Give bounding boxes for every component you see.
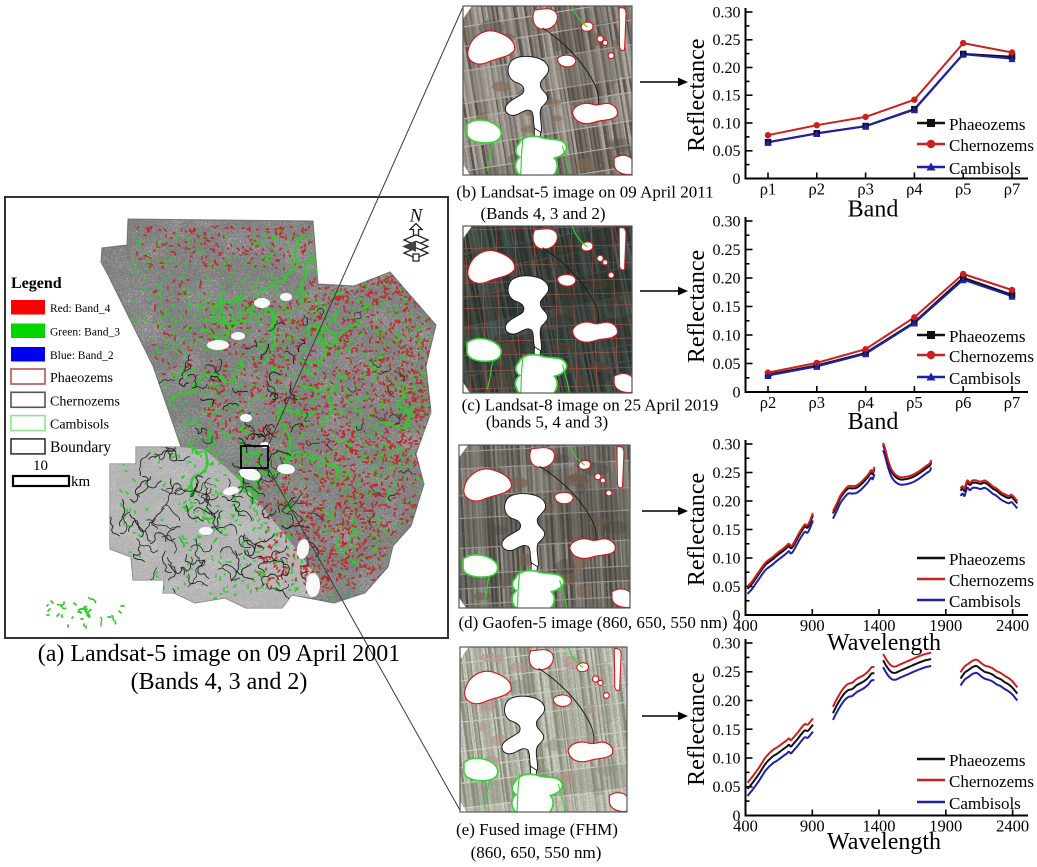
svg-text:Red: Band_4: Red: Band_4 <box>50 303 111 315</box>
svg-text:(860, 650, 550 nm): (860, 650, 550 nm) <box>471 843 602 862</box>
svg-text:0.20: 0.20 <box>713 494 741 511</box>
svg-text:(Bands 4, 3 and 2): (Bands 4, 3 and 2) <box>480 204 605 223</box>
svg-text:(Bands 4, 3 and 2): (Bands 4, 3 and 2) <box>131 669 308 695</box>
svg-text:Green: Band_3: Green: Band_3 <box>50 327 120 339</box>
svg-text:Chernozems: Chernozems <box>949 136 1034 155</box>
svg-text:ρ7: ρ7 <box>1004 393 1020 412</box>
svg-text:Chernozems: Chernozems <box>50 394 120 409</box>
svg-text:900: 900 <box>800 616 825 635</box>
svg-text:0.10: 0.10 <box>713 551 741 568</box>
svg-text:ρ2: ρ2 <box>809 180 825 199</box>
svg-text:1400: 1400 <box>863 817 896 836</box>
svg-text:400: 400 <box>733 616 758 635</box>
svg-text:Legend: Legend <box>11 275 62 292</box>
svg-text:(b) Landsat-5 image on 09 Apri: (b) Landsat-5 image on 09 April 2011 <box>456 183 713 202</box>
svg-text:Phaeozems: Phaeozems <box>949 550 1025 569</box>
svg-text:0.15: 0.15 <box>713 299 741 316</box>
svg-text:2400: 2400 <box>996 616 1029 635</box>
svg-text:1400: 1400 <box>863 616 896 635</box>
svg-text:Phaeozems: Phaeozems <box>949 751 1025 770</box>
svg-text:0.20: 0.20 <box>713 693 741 710</box>
svg-text:0.10: 0.10 <box>713 751 741 768</box>
svg-text:ρ3: ρ3 <box>809 393 825 412</box>
svg-text:Cambisols: Cambisols <box>949 159 1021 178</box>
svg-text:ρ2: ρ2 <box>760 393 776 412</box>
svg-text:Cambisols: Cambisols <box>949 794 1021 813</box>
svg-text:Phaeozems: Phaeozems <box>50 371 113 386</box>
svg-text:0.05: 0.05 <box>713 356 741 373</box>
svg-text:0.20: 0.20 <box>713 271 741 288</box>
svg-text:0: 0 <box>733 385 741 402</box>
svg-text:Chernozems: Chernozems <box>949 347 1034 366</box>
svg-text:0.25: 0.25 <box>713 242 741 259</box>
svg-text:Band: Band <box>848 197 899 223</box>
svg-text:ρ5: ρ5 <box>906 393 922 412</box>
svg-text:400: 400 <box>733 817 758 836</box>
svg-text:(e) Fused image (FHM): (e) Fused image (FHM) <box>456 820 618 839</box>
svg-text:0.25: 0.25 <box>713 664 741 681</box>
svg-text:Cambisols: Cambisols <box>949 592 1021 611</box>
svg-text:Wavelength: Wavelength <box>827 829 941 855</box>
svg-text:Reflectance: Reflectance <box>684 250 710 363</box>
svg-text:0.15: 0.15 <box>713 88 741 105</box>
svg-text:Boundary: Boundary <box>50 439 111 456</box>
svg-text:0: 0 <box>733 808 741 825</box>
svg-text:Reflectance: Reflectance <box>684 39 710 152</box>
svg-text:ρ7: ρ7 <box>1004 180 1020 199</box>
svg-text:0.30: 0.30 <box>713 214 741 231</box>
svg-text:1900: 1900 <box>929 817 962 836</box>
svg-text:0: 0 <box>733 171 741 188</box>
svg-text:ρ4: ρ4 <box>906 180 922 199</box>
svg-text:2400: 2400 <box>996 817 1029 836</box>
svg-text:Cambisols: Cambisols <box>949 369 1021 388</box>
svg-text:1900: 1900 <box>929 616 962 635</box>
svg-text:(a) Landsat-5 image on 09 Apri: (a) Landsat-5 image on 09 April 2001 <box>38 641 401 667</box>
svg-text:Blue: Band_2: Blue: Band_2 <box>50 350 114 362</box>
svg-text:Band: Band <box>848 409 899 435</box>
svg-text:Reflectance: Reflectance <box>684 473 710 586</box>
svg-text:0.20: 0.20 <box>713 60 741 77</box>
svg-text:ρ3: ρ3 <box>857 180 873 199</box>
svg-text:0.10: 0.10 <box>713 328 741 345</box>
svg-text:0.25: 0.25 <box>713 465 741 482</box>
svg-text:Phaeozems: Phaeozems <box>949 327 1025 346</box>
svg-text:Reflectance: Reflectance <box>684 673 710 786</box>
svg-text:ρ4: ρ4 <box>857 393 873 412</box>
svg-text:0.15: 0.15 <box>713 522 741 539</box>
svg-text:Wavelength: Wavelength <box>827 630 941 656</box>
svg-text:10: 10 <box>33 458 48 474</box>
svg-text:900: 900 <box>800 817 825 836</box>
svg-text:0.05: 0.05 <box>713 143 741 160</box>
svg-text:Chernozems: Chernozems <box>949 571 1034 590</box>
svg-text:0.30: 0.30 <box>713 636 741 653</box>
svg-text:ρ5: ρ5 <box>955 180 971 199</box>
svg-text:Cambisols: Cambisols <box>50 418 109 433</box>
svg-text:0.25: 0.25 <box>713 32 741 49</box>
svg-text:(c) Landsat-8 image on 25 Apri: (c) Landsat-8 image on 25 April 2019 <box>462 396 719 415</box>
svg-text:(d) Gaofen-5 image (860, 650,: (d) Gaofen-5 image (860, 650, 550 nm) <box>458 613 727 632</box>
svg-text:ρ1: ρ1 <box>760 180 776 199</box>
svg-text:0.15: 0.15 <box>713 722 741 739</box>
svg-text:0.30: 0.30 <box>713 437 741 454</box>
svg-text:0.05: 0.05 <box>713 779 741 796</box>
svg-text:0.30: 0.30 <box>713 5 741 22</box>
svg-text:(bands 5, 4 and 3): (bands 5, 4 and 3) <box>486 413 608 432</box>
svg-text:km: km <box>71 474 91 490</box>
svg-text:Chernozems: Chernozems <box>949 772 1034 791</box>
svg-text:0.10: 0.10 <box>713 116 741 133</box>
svg-text:ρ6: ρ6 <box>955 393 971 412</box>
svg-text:N: N <box>409 206 424 227</box>
svg-text:0.05: 0.05 <box>713 579 741 596</box>
svg-text:Phaeozems: Phaeozems <box>949 115 1025 134</box>
svg-text:0: 0 <box>733 608 741 625</box>
